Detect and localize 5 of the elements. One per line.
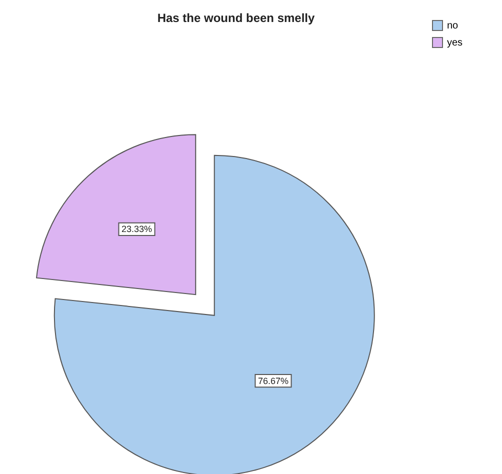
- data-label: 23.33%: [121, 224, 152, 234]
- data-label: 76.67%: [258, 376, 289, 386]
- legend-label: yes: [447, 38, 463, 48]
- legend-label: no: [447, 20, 459, 32]
- chart-title: Has the wound been smelly: [157, 11, 316, 25]
